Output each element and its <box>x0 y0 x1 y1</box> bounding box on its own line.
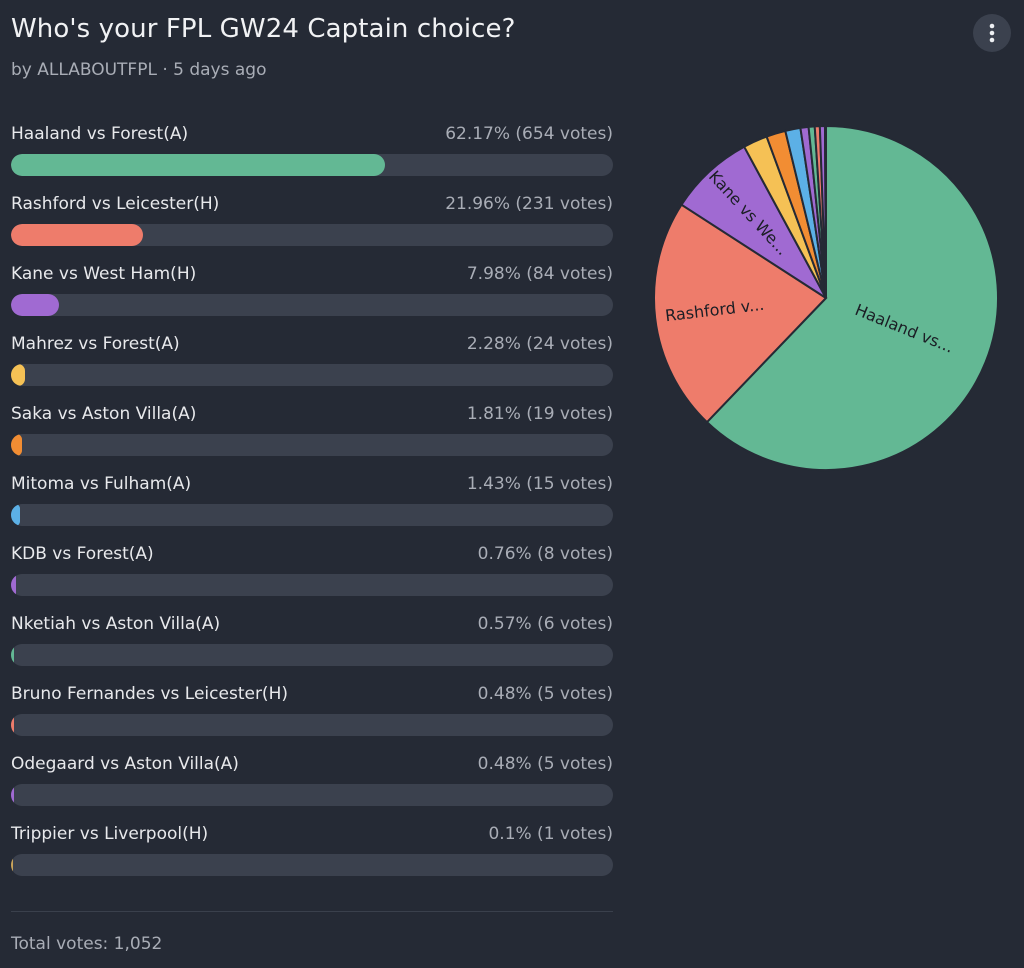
result-bar-track <box>11 154 613 176</box>
option-result: 21.96% (231 votes) <box>445 194 613 214</box>
more-vertical-icon <box>989 23 995 43</box>
option-result: 0.57% (6 votes) <box>477 614 613 634</box>
result-bar-track <box>11 644 613 666</box>
poll-options-list: Haaland vs Forest(A) 62.17% (654 votes) Ra… <box>11 122 613 892</box>
result-bar-fill <box>11 294 60 316</box>
option-label: Odegaard vs Aston Villa(A) <box>11 754 239 774</box>
option-result: 1.81% (19 votes) <box>466 404 613 424</box>
result-bar-track <box>11 434 613 456</box>
result-bar-fill <box>11 644 15 666</box>
option-result: 2.28% (24 votes) <box>466 334 613 354</box>
option-label: Haaland vs Forest(A) <box>11 124 189 144</box>
total-votes: Total votes: 1,052 <box>11 934 163 954</box>
result-bar-fill <box>11 784 14 806</box>
option-label: Mahrez vs Forest(A) <box>11 334 180 354</box>
poll-option: Mahrez vs Forest(A) 2.28% (24 votes) <box>11 332 613 402</box>
pie-slice <box>705 124 999 471</box>
divider <box>11 911 613 912</box>
result-bar-fill <box>11 574 16 596</box>
results-pie-chart: Haaland vs...Rashford v...Kane vs We... <box>653 124 999 471</box>
poll-option: Kane vs West Ham(H) 7.98% (84 votes) <box>11 262 613 332</box>
result-bar-fill <box>11 154 386 176</box>
option-label: Bruno Fernandes vs Leicester(H) <box>11 684 288 704</box>
option-label: Nketiah vs Aston Villa(A) <box>11 614 221 634</box>
option-label: KDB vs Forest(A) <box>11 544 154 564</box>
option-label: Mitoma vs Fulham(A) <box>11 474 192 494</box>
result-bar-fill <box>11 854 13 876</box>
option-label: Rashford vs Leicester(H) <box>11 194 220 214</box>
option-label: Trippier vs Liverpool(H) <box>11 824 209 844</box>
result-bar-fill <box>11 434 22 456</box>
poll-option: Trippier vs Liverpool(H) 0.1% (1 votes) <box>11 822 613 892</box>
result-bar-track <box>11 574 613 596</box>
pie-slice <box>823 124 827 299</box>
poll-option: Odegaard vs Aston Villa(A) 0.48% (5 votes… <box>11 752 613 822</box>
poll-option: KDB vs Forest(A) 0.76% (8 votes) <box>11 542 613 612</box>
pie-slice <box>653 203 828 424</box>
poll-option: Haaland vs Forest(A) 62.17% (654 votes) <box>11 122 613 192</box>
result-bar-track <box>11 784 613 806</box>
result-bar-track <box>11 504 613 526</box>
result-bar-track <box>11 364 613 386</box>
poll-option: Mitoma vs Fulham(A) 1.43% (15 votes) <box>11 472 613 542</box>
option-result: 0.76% (8 votes) <box>477 544 613 564</box>
result-bar-fill <box>11 364 25 386</box>
option-label: Saka vs Aston Villa(A) <box>11 404 197 424</box>
result-bar-track <box>11 294 613 316</box>
result-bar-fill <box>11 224 144 246</box>
poll-option: Nketiah vs Aston Villa(A) 0.57% (6 votes) <box>11 612 613 682</box>
more-options-button[interactable] <box>973 14 1011 52</box>
option-result: 0.1% (1 votes) <box>488 824 613 844</box>
option-result: 0.48% (5 votes) <box>477 754 613 774</box>
result-bar-track <box>11 854 613 876</box>
option-label: Kane vs West Ham(H) <box>11 264 197 284</box>
option-result: 7.98% (84 votes) <box>466 264 613 284</box>
poll-author-and-age: by ALLABOUTFPL · 5 days ago <box>11 60 267 80</box>
result-bar-fill <box>11 714 14 736</box>
poll-title: Who's your FPL GW24 Captain choice? <box>11 14 516 44</box>
poll-option: Bruno Fernandes vs Leicester(H) 0.48% (5 … <box>11 682 613 752</box>
option-result: 0.48% (5 votes) <box>477 684 613 704</box>
result-bar-track <box>11 714 613 736</box>
option-result: 62.17% (654 votes) <box>445 124 613 144</box>
poll-option: Saka vs Aston Villa(A) 1.81% (19 votes) <box>11 402 613 472</box>
poll-option: Rashford vs Leicester(H) 21.96% (231 vote… <box>11 192 613 262</box>
option-result: 1.43% (15 votes) <box>466 474 613 494</box>
result-bar-fill <box>11 504 20 526</box>
result-bar-track <box>11 224 613 246</box>
